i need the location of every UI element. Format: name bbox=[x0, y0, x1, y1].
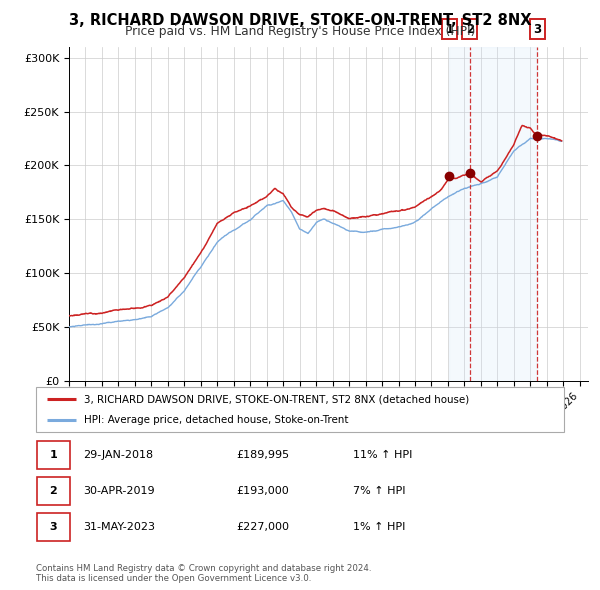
Text: £227,000: £227,000 bbox=[236, 522, 290, 532]
Text: 11% ↑ HPI: 11% ↑ HPI bbox=[353, 450, 412, 460]
Text: 1% ↑ HPI: 1% ↑ HPI bbox=[353, 522, 405, 532]
Text: 3: 3 bbox=[50, 522, 57, 532]
Text: 29-JAN-2018: 29-JAN-2018 bbox=[83, 450, 154, 460]
Text: 2: 2 bbox=[50, 486, 57, 496]
Text: 31-MAY-2023: 31-MAY-2023 bbox=[83, 522, 155, 532]
Text: £193,000: £193,000 bbox=[236, 486, 289, 496]
Text: 7% ↑ HPI: 7% ↑ HPI bbox=[353, 486, 406, 496]
Text: 3, RICHARD DAWSON DRIVE, STOKE-ON-TRENT, ST2 8NX: 3, RICHARD DAWSON DRIVE, STOKE-ON-TRENT,… bbox=[69, 13, 531, 28]
FancyBboxPatch shape bbox=[36, 387, 564, 432]
FancyBboxPatch shape bbox=[37, 513, 70, 541]
Text: Contains HM Land Registry data © Crown copyright and database right 2024.: Contains HM Land Registry data © Crown c… bbox=[36, 563, 371, 572]
FancyBboxPatch shape bbox=[37, 441, 70, 468]
Text: Price paid vs. HM Land Registry's House Price Index (HPI): Price paid vs. HM Land Registry's House … bbox=[125, 25, 475, 38]
FancyBboxPatch shape bbox=[37, 477, 70, 505]
Text: 30-APR-2019: 30-APR-2019 bbox=[83, 486, 155, 496]
Text: 3, RICHARD DAWSON DRIVE, STOKE-ON-TRENT, ST2 8NX (detached house): 3, RICHARD DAWSON DRIVE, STOKE-ON-TRENT,… bbox=[83, 394, 469, 404]
Text: 1: 1 bbox=[50, 450, 57, 460]
Text: This data is licensed under the Open Government Licence v3.0.: This data is licensed under the Open Gov… bbox=[36, 573, 311, 582]
Text: HPI: Average price, detached house, Stoke-on-Trent: HPI: Average price, detached house, Stok… bbox=[83, 415, 348, 425]
Text: 2: 2 bbox=[466, 22, 474, 35]
Text: £189,995: £189,995 bbox=[236, 450, 290, 460]
Text: 1: 1 bbox=[445, 22, 454, 35]
Text: 3: 3 bbox=[533, 22, 541, 35]
Bar bbox=[449, 47, 537, 381]
